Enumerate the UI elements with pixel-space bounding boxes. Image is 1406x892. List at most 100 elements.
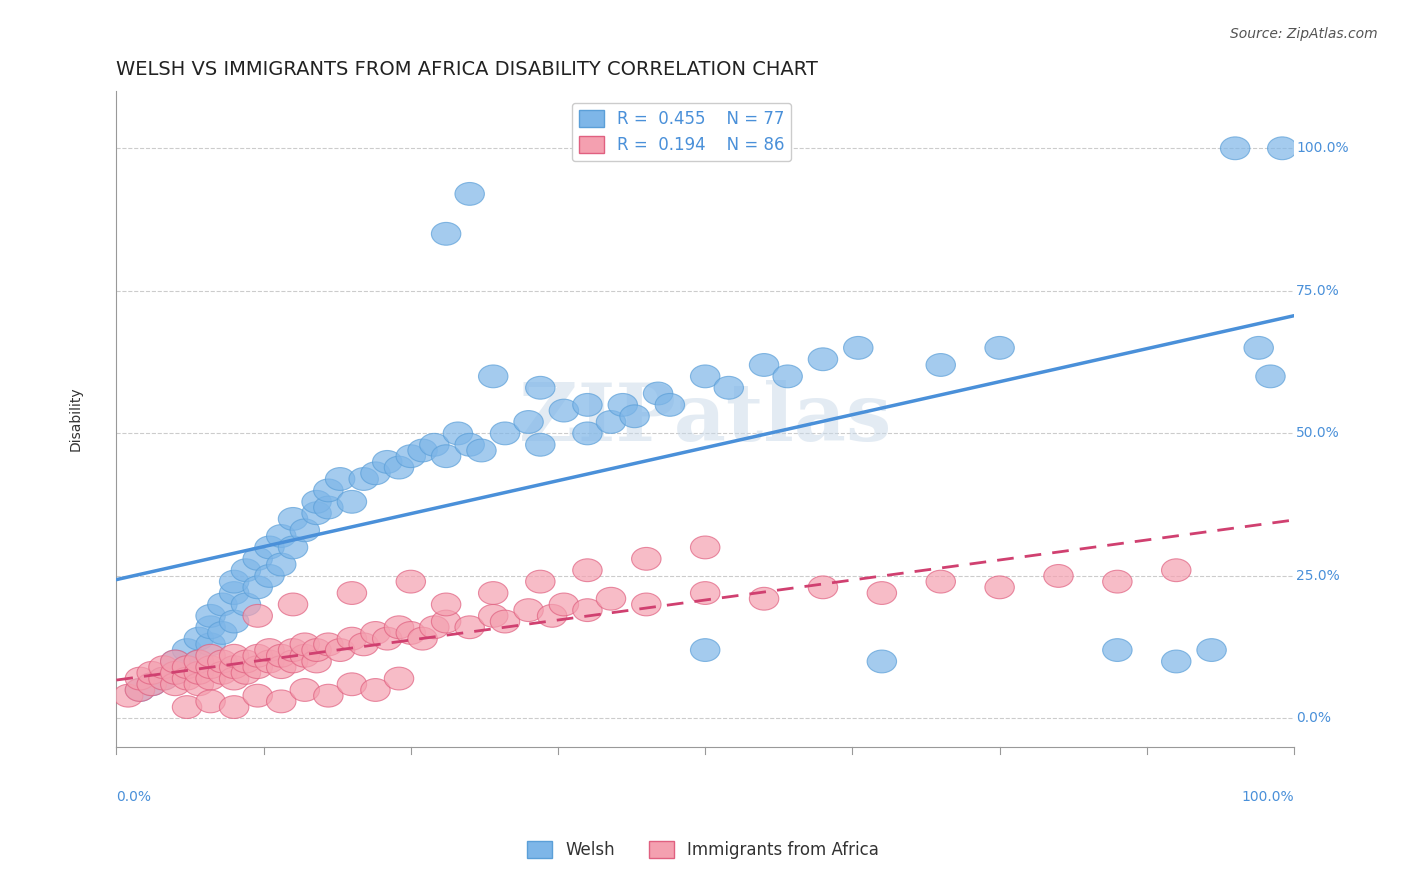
Ellipse shape xyxy=(690,639,720,662)
Ellipse shape xyxy=(184,627,214,650)
Ellipse shape xyxy=(337,673,367,696)
Ellipse shape xyxy=(160,650,190,673)
Ellipse shape xyxy=(349,633,378,656)
Ellipse shape xyxy=(160,662,190,684)
Ellipse shape xyxy=(149,667,179,690)
Ellipse shape xyxy=(219,696,249,718)
Ellipse shape xyxy=(572,599,602,622)
Ellipse shape xyxy=(1043,565,1073,587)
Ellipse shape xyxy=(173,656,201,679)
Ellipse shape xyxy=(314,633,343,656)
Ellipse shape xyxy=(620,405,650,427)
Ellipse shape xyxy=(160,673,190,696)
Ellipse shape xyxy=(749,587,779,610)
Ellipse shape xyxy=(408,627,437,650)
Ellipse shape xyxy=(254,650,284,673)
Ellipse shape xyxy=(631,593,661,615)
Ellipse shape xyxy=(419,615,449,639)
Ellipse shape xyxy=(337,491,367,513)
Ellipse shape xyxy=(278,536,308,558)
Ellipse shape xyxy=(231,662,260,684)
Ellipse shape xyxy=(655,393,685,417)
Ellipse shape xyxy=(231,593,260,615)
Ellipse shape xyxy=(396,445,426,467)
Ellipse shape xyxy=(361,679,391,701)
Ellipse shape xyxy=(173,639,201,662)
Ellipse shape xyxy=(219,656,249,679)
Ellipse shape xyxy=(243,684,273,707)
Ellipse shape xyxy=(478,582,508,605)
Ellipse shape xyxy=(478,605,508,627)
Ellipse shape xyxy=(267,524,297,548)
Ellipse shape xyxy=(195,605,225,627)
Ellipse shape xyxy=(267,553,297,576)
Ellipse shape xyxy=(1244,336,1274,359)
Ellipse shape xyxy=(396,622,426,644)
Ellipse shape xyxy=(184,662,214,684)
Ellipse shape xyxy=(325,639,354,662)
Ellipse shape xyxy=(208,593,238,615)
Ellipse shape xyxy=(254,536,284,558)
Text: 0.0%: 0.0% xyxy=(1296,712,1331,725)
Ellipse shape xyxy=(927,570,956,593)
Ellipse shape xyxy=(195,656,225,679)
Ellipse shape xyxy=(491,610,520,633)
Ellipse shape xyxy=(1268,136,1296,160)
Ellipse shape xyxy=(749,353,779,376)
Ellipse shape xyxy=(1102,570,1132,593)
Ellipse shape xyxy=(456,434,485,456)
Ellipse shape xyxy=(314,479,343,502)
Text: Source: ZipAtlas.com: Source: ZipAtlas.com xyxy=(1230,27,1378,41)
Ellipse shape xyxy=(337,582,367,605)
Ellipse shape xyxy=(173,696,201,718)
Ellipse shape xyxy=(432,593,461,615)
Text: Disability: Disability xyxy=(67,387,82,451)
Ellipse shape xyxy=(361,462,391,484)
Ellipse shape xyxy=(231,650,260,673)
Ellipse shape xyxy=(432,222,461,245)
Text: 100.0%: 100.0% xyxy=(1296,141,1348,155)
Legend: R =  0.455    N = 77, R =  0.194    N = 86: R = 0.455 N = 77, R = 0.194 N = 86 xyxy=(572,103,792,161)
Text: WELSH VS IMMIGRANTS FROM AFRICA DISABILITY CORRELATION CHART: WELSH VS IMMIGRANTS FROM AFRICA DISABILI… xyxy=(117,60,818,78)
Ellipse shape xyxy=(219,582,249,605)
Text: 50.0%: 50.0% xyxy=(1296,426,1340,441)
Ellipse shape xyxy=(513,410,543,434)
Ellipse shape xyxy=(491,422,520,445)
Ellipse shape xyxy=(868,582,897,605)
Ellipse shape xyxy=(184,673,214,696)
Ellipse shape xyxy=(456,615,485,639)
Ellipse shape xyxy=(149,667,179,690)
Ellipse shape xyxy=(1161,558,1191,582)
Ellipse shape xyxy=(302,639,332,662)
Ellipse shape xyxy=(195,667,225,690)
Ellipse shape xyxy=(984,576,1014,599)
Ellipse shape xyxy=(290,679,319,701)
Ellipse shape xyxy=(349,467,378,491)
Ellipse shape xyxy=(302,491,332,513)
Ellipse shape xyxy=(361,622,391,644)
Ellipse shape xyxy=(208,622,238,644)
Ellipse shape xyxy=(278,508,308,531)
Ellipse shape xyxy=(231,558,260,582)
Ellipse shape xyxy=(219,644,249,667)
Ellipse shape xyxy=(526,570,555,593)
Text: 0.0%: 0.0% xyxy=(117,789,152,804)
Ellipse shape xyxy=(136,673,166,696)
Ellipse shape xyxy=(868,650,897,673)
Text: ZIPatlas: ZIPatlas xyxy=(519,380,891,458)
Ellipse shape xyxy=(714,376,744,400)
Ellipse shape xyxy=(384,667,413,690)
Ellipse shape xyxy=(773,365,803,388)
Ellipse shape xyxy=(478,365,508,388)
Ellipse shape xyxy=(208,662,238,684)
Ellipse shape xyxy=(432,610,461,633)
Ellipse shape xyxy=(278,593,308,615)
Ellipse shape xyxy=(219,570,249,593)
Ellipse shape xyxy=(1161,650,1191,673)
Ellipse shape xyxy=(136,673,166,696)
Ellipse shape xyxy=(125,667,155,690)
Ellipse shape xyxy=(195,644,225,667)
Ellipse shape xyxy=(195,615,225,639)
Ellipse shape xyxy=(243,644,273,667)
Ellipse shape xyxy=(160,662,190,684)
